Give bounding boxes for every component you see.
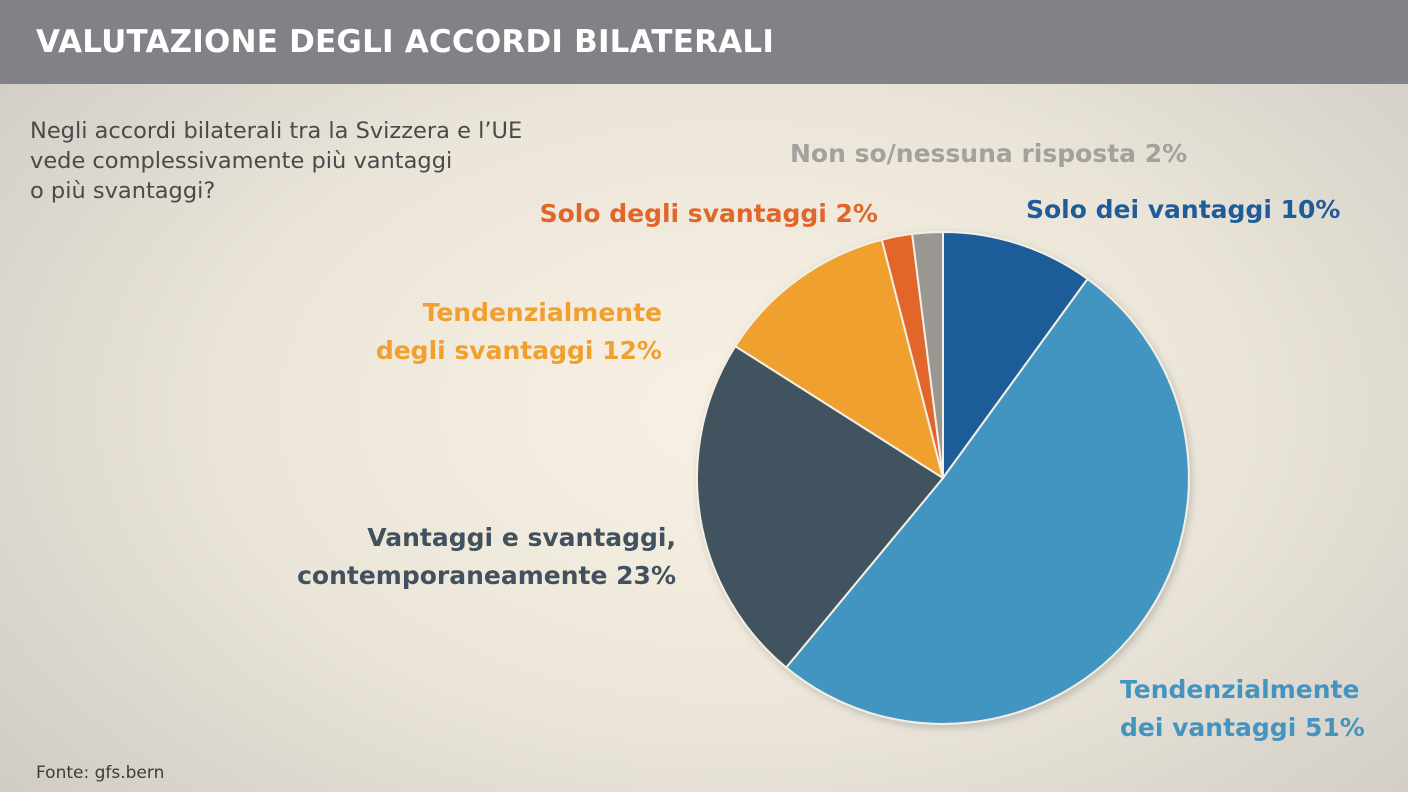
slice-label: Tendenzialmente dei vantaggi 51%: [1120, 675, 1365, 742]
slice-label: Solo degli svantaggi 2%: [540, 199, 878, 228]
slice-label: Tendenzialmente degli svantaggi 12%: [376, 298, 662, 365]
pie-slice: [911, 231, 944, 479]
page-title: VALUTAZIONE DEGLI ACCORDI BILATERALI: [36, 24, 775, 60]
slice-label: Non so/nessuna risposta 2%: [790, 139, 1187, 168]
slice-label: Vantaggi e svantaggi, contemporaneamente …: [297, 523, 676, 590]
pie-slice: [696, 345, 944, 669]
slice-label-line: Solo degli svantaggi 2%: [540, 199, 878, 228]
question-line: Negli accordi bilaterali tra la Svizzera…: [30, 118, 523, 144]
header-bar: VALUTAZIONE DEGLI ACCORDI BILATERALI: [0, 0, 1408, 84]
slice-label-line: Tendenzialmente: [1120, 675, 1359, 704]
pie-slice: [785, 277, 1190, 725]
slice-label-line: degli svantaggi 12%: [376, 336, 662, 365]
slice-label-line: dei vantaggi 51%: [1120, 713, 1365, 742]
pie-slice: [734, 238, 944, 479]
slice-label-line: Non so/nessuna risposta 2%: [790, 139, 1187, 168]
question-line: vede complessivamente più vantaggi: [30, 148, 453, 174]
slice-label-line: Tendenzialmente: [423, 298, 662, 327]
slice-label-line: contemporaneamente 23%: [297, 561, 676, 590]
slice-label-line: Solo dei vantaggi 10%: [1026, 195, 1340, 224]
pie-slice: [942, 231, 1089, 479]
slice-label: Solo dei vantaggi 10%: [1026, 195, 1340, 224]
survey-question: Negli accordi bilaterali tra la Svizzera…: [30, 116, 590, 206]
pie-slices: [696, 231, 1190, 725]
source-note: Fonte: gfs.bern: [36, 763, 165, 783]
slice-label-line: Vantaggi e svantaggi,: [367, 523, 676, 552]
question-line: o più svantaggi?: [30, 178, 216, 204]
